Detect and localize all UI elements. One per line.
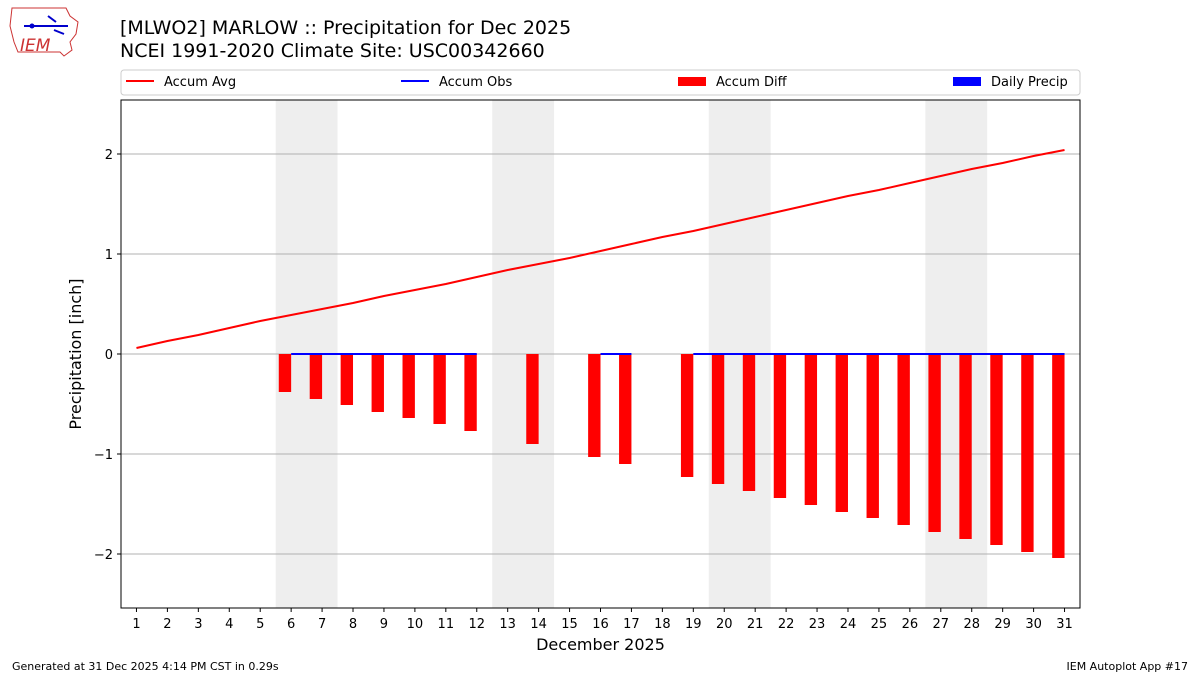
accum-diff-bar xyxy=(402,354,415,418)
x-tick-label: 25 xyxy=(871,617,888,632)
x-tick-label: 8 xyxy=(349,617,357,632)
x-tick-label: 24 xyxy=(840,617,857,632)
x-tick-label: 1 xyxy=(132,617,140,632)
iem-logo: IEM xyxy=(9,7,79,57)
x-tick-label: 20 xyxy=(716,617,733,632)
legend-label: Accum Diff xyxy=(716,75,788,90)
footer-app: IEM Autoplot App #17 xyxy=(1066,660,1189,673)
accum-diff-bar xyxy=(711,354,725,484)
x-tick-label: 5 xyxy=(256,617,264,632)
accum-diff-bar xyxy=(278,354,292,392)
accum-diff-bar xyxy=(464,354,477,431)
accum-diff-bar xyxy=(1021,354,1034,552)
accum-diff-bar xyxy=(433,354,446,424)
x-axis-label: December 2025 xyxy=(536,635,665,654)
x-tick-label: 18 xyxy=(654,617,671,632)
y-tick-label: −1 xyxy=(94,448,113,463)
accum-diff-bar xyxy=(897,354,910,525)
accum-diff-bar xyxy=(742,354,756,491)
x-tick-label: 30 xyxy=(1025,617,1042,632)
accum-diff-bar xyxy=(340,354,354,405)
accum-diff-bar xyxy=(959,354,972,539)
accum-diff-bar xyxy=(1052,354,1065,558)
x-tick-label: 17 xyxy=(623,617,640,632)
chart-title: [MLWO2] MARLOW :: Precipitation for Dec … xyxy=(120,17,572,39)
x-tick-label: 4 xyxy=(225,617,233,632)
y-axis-label: Precipitation [inch] xyxy=(66,278,85,429)
accum-diff-bar xyxy=(773,354,787,498)
x-tick-label: 19 xyxy=(685,617,702,632)
x-tick-label: 28 xyxy=(963,617,980,632)
x-tick-label: 31 xyxy=(1056,617,1073,632)
x-tick-label: 10 xyxy=(407,617,424,632)
legend-swatch xyxy=(953,77,981,86)
x-tick-label: 16 xyxy=(592,617,609,632)
x-tick-label: 7 xyxy=(318,617,326,632)
accum-diff-bar xyxy=(835,354,848,512)
x-tick-label: 29 xyxy=(994,617,1011,632)
x-tick-label: 23 xyxy=(809,617,826,632)
x-tick-label: 15 xyxy=(561,617,578,632)
x-tick-label: 6 xyxy=(287,617,295,632)
accum-avg-line xyxy=(136,149,1065,349)
accum-diff-bar xyxy=(309,354,323,399)
x-tick-label: 26 xyxy=(902,617,919,632)
x-tick-label: 11 xyxy=(438,617,455,632)
logo-text: IEM xyxy=(20,36,51,56)
x-tick-label: 3 xyxy=(194,617,202,632)
x-tick-label: 12 xyxy=(468,617,485,632)
accum-diff-bar xyxy=(588,354,601,457)
y-tick-label: −2 xyxy=(94,548,113,563)
x-tick-label: 14 xyxy=(530,617,547,632)
legend xyxy=(120,69,1081,96)
legend-swatch xyxy=(678,77,706,86)
y-tick-label: 2 xyxy=(105,148,113,163)
y-tick-label: 0 xyxy=(105,348,113,363)
x-tick-label: 21 xyxy=(747,617,764,632)
footer-generated: Generated at 31 Dec 2025 4:14 PM CST in … xyxy=(12,660,279,673)
x-tick-label: 9 xyxy=(380,617,388,632)
chart-subtitle: NCEI 1991-2020 Climate Site: USC00342660 xyxy=(120,40,545,62)
legend-label: Accum Avg xyxy=(164,75,236,90)
accum-diff-bar xyxy=(680,354,694,477)
accum-diff-bar xyxy=(371,354,384,412)
accum-diff-bar xyxy=(619,354,632,464)
accum-diff-bar xyxy=(866,354,879,518)
accum-diff-bar xyxy=(526,354,539,444)
accum-diff-bar xyxy=(990,354,1003,545)
x-tick-label: 13 xyxy=(499,617,516,632)
legend-label: Daily Precip xyxy=(991,75,1068,90)
y-tick-label: 1 xyxy=(105,248,113,263)
accum-diff-bar xyxy=(804,354,818,505)
x-tick-label: 22 xyxy=(778,617,795,632)
x-tick-label: 27 xyxy=(933,617,950,632)
accum-diff-bar xyxy=(928,354,941,532)
x-tick-label: 2 xyxy=(163,617,171,632)
legend-label: Accum Obs xyxy=(439,75,512,90)
